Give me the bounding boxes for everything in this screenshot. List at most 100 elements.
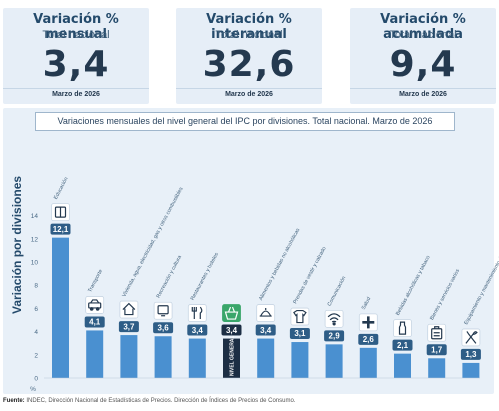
tools-icon: [465, 331, 478, 344]
bar-group-1: 12,1 Educación: [50, 176, 71, 378]
kpi-title: Variación % interanual: [206, 12, 292, 42]
kpi-yearly: Variación % interanual Total nacional 32…: [176, 8, 322, 104]
value-label-box: [255, 324, 276, 336]
bar: [154, 336, 172, 378]
y-tick-label: 4: [34, 329, 38, 336]
source-note: Fuente: INDEC, Dirección Nacional de Est…: [3, 398, 295, 404]
y-tick-label: 14: [31, 213, 39, 220]
bar-group-5: 3,4 Restaurantes y hoteles: [187, 251, 220, 378]
value-label: 3,4: [226, 326, 238, 335]
bar: [325, 344, 343, 378]
bar: [223, 338, 240, 378]
bar-group-11: 2,1 Bebidas alcohólicas y tabaco: [392, 255, 432, 378]
car-icon: [88, 299, 102, 311]
y-tick-label: 10: [31, 260, 39, 267]
source-text: INDEC, Dirección Nacional de Estadística…: [26, 398, 296, 404]
category-label: Salud: [361, 296, 373, 311]
value-label-box: [324, 330, 345, 342]
category-label: Educación: [53, 176, 70, 200]
bar-group-10: 2,6 Salud: [358, 296, 379, 378]
y-tick-label: 8: [34, 283, 38, 290]
value-label-box: [358, 333, 379, 345]
bar: [52, 237, 69, 378]
value-label: 4,1: [89, 318, 101, 327]
value-label: 3,7: [123, 322, 135, 331]
category-label: Prendas de vestir y calzado: [292, 246, 327, 305]
kpi-value: 32,6: [202, 44, 296, 85]
bar: [359, 347, 377, 378]
value-label: 3,1: [294, 329, 306, 338]
y-tick-label: 2: [34, 352, 38, 359]
cross-icon: [362, 316, 375, 329]
bar: [291, 342, 309, 378]
kpi-title: Variación % mensual: [33, 12, 119, 42]
category-label: Bienes y servicios varios: [429, 268, 461, 321]
cutlery-icon: [191, 306, 203, 320]
bar-inner-label: NIVEL GENERAL: [230, 336, 236, 376]
bar: [462, 362, 480, 378]
value-label-box: [221, 324, 242, 336]
icon-box: [290, 307, 310, 326]
bar: [86, 330, 104, 378]
kpi-divider: [3, 88, 149, 89]
value-label-box: [426, 344, 447, 356]
kpi-subtitle: Total nacional: [215, 29, 283, 41]
kpi-divider: [176, 88, 322, 89]
bar: [394, 353, 411, 378]
category-label: Restaurantes y hoteles: [190, 251, 220, 301]
category-label: Comunicación: [327, 275, 348, 307]
icon-box: [153, 301, 173, 320]
value-label: 3,6: [158, 323, 170, 332]
kpi-date: Marzo de 2026: [52, 91, 100, 98]
bar: [428, 358, 446, 378]
basket-icon: [224, 306, 239, 320]
y-tick-label: 0: [34, 376, 38, 383]
bar-group-9: 2,9 Comunicación: [324, 275, 347, 378]
value-label-box: [460, 348, 481, 360]
bar-group-8: 3,1 Prendas de vestir y calzado: [289, 246, 328, 378]
kpi-title: Variación % acumulada: [380, 12, 466, 42]
value-label-box: [84, 316, 105, 328]
book-icon: [54, 206, 67, 218]
value-label: 2,1: [397, 341, 409, 350]
kpi-subtitle: Total nacional: [42, 29, 110, 41]
value-label: 1,3: [465, 350, 477, 359]
bar-group-2: 4,1 Transporte: [84, 268, 105, 378]
kpi-value: 9,4: [389, 44, 457, 85]
bar-group-4: 3,6 Recreación y cultura: [153, 255, 183, 378]
value-label: 3,4: [192, 326, 204, 335]
category-label: Alimentos y bebidas no alcohólicas: [258, 227, 301, 301]
bar-group-13: 1,3 Equipamiento y mantenimiento del hoga…: [460, 240, 499, 378]
icon-box: [256, 304, 276, 322]
kpi-monthly: Variación % mensual Total nacional 3,4 M…: [3, 8, 149, 104]
category-label: Recreación y cultura: [156, 255, 184, 300]
briefcase-icon: [431, 326, 443, 340]
chart-title: Variaciones mensuales del nivel general …: [35, 112, 455, 131]
value-label: 2,9: [329, 332, 341, 341]
value-label-box: [153, 322, 174, 334]
category-label: Equipamiento y mantenimiento del hogar: [463, 240, 499, 326]
source-label: Fuente:: [3, 398, 25, 404]
category-label: Transporte: [87, 268, 104, 293]
bar-group-3: 3,7 Vivienda, agua, electricidad, gas y o…: [118, 186, 185, 378]
value-label-box: [289, 328, 310, 340]
kpi-value: 3,4: [42, 44, 110, 85]
kpi-divider: [350, 88, 496, 89]
kpi-date: Marzo de 2026: [225, 91, 273, 98]
wifi-icon: [327, 313, 341, 326]
bar: [120, 335, 138, 378]
value-label: 2,6: [363, 335, 375, 344]
y-tick-label: 12: [31, 236, 39, 243]
value-label: 12,1: [53, 225, 69, 234]
value-label: 3,4: [260, 326, 272, 335]
house-icon: [122, 302, 136, 316]
bottle-icon: [398, 321, 407, 335]
value-label-box: [392, 339, 413, 351]
value-label-box: [187, 324, 208, 336]
value-label-box: [118, 321, 139, 333]
kpi-accumulated: Variación % acumulada Total nacional 9,4…: [350, 8, 496, 104]
bar-group-12: 1,7 Bienes y servicios varios: [426, 268, 461, 378]
y-unit-label: %: [30, 386, 36, 393]
